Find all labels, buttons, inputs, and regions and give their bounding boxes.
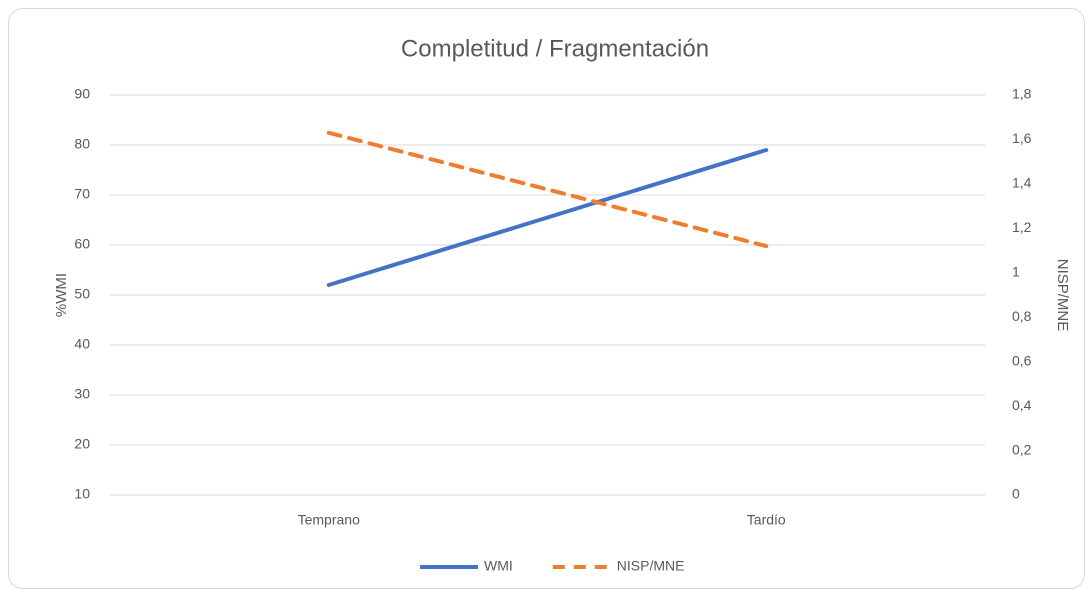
data-line bbox=[326, 148, 769, 287]
legend-label: NISP/MNE bbox=[617, 558, 685, 574]
y-tick-label: 80 bbox=[74, 136, 90, 152]
y2-tick-label: 1,6 bbox=[1012, 130, 1032, 146]
y2-tick-label: 0,2 bbox=[1012, 441, 1032, 457]
y-tick-label: 50 bbox=[74, 286, 90, 302]
y-axis-label: %WMI bbox=[53, 273, 70, 317]
x-tick-label: Temprano bbox=[298, 512, 360, 528]
y-tick-label: 10 bbox=[74, 486, 90, 502]
y2-axis-label: NISP/MNE bbox=[1054, 259, 1071, 332]
data-line bbox=[326, 130, 769, 249]
y-tick-label: 70 bbox=[74, 186, 90, 202]
y-tick-label: 20 bbox=[74, 436, 90, 452]
y2-tick-label: 0 bbox=[1012, 486, 1020, 502]
y2-tick-label: 1,4 bbox=[1012, 175, 1032, 191]
y2-tick-label: 0,8 bbox=[1012, 308, 1032, 324]
chart-title: Completitud / Fragmentación bbox=[401, 35, 709, 62]
chart-frame bbox=[8, 8, 1085, 589]
y2-tick-label: 1,2 bbox=[1012, 219, 1032, 235]
legend-label: WMI bbox=[484, 558, 513, 574]
y-tick-label: 90 bbox=[74, 86, 90, 102]
y2-tick-label: 0,6 bbox=[1012, 352, 1032, 368]
y-tick-label: 40 bbox=[74, 336, 90, 352]
y2-tick-label: 1,8 bbox=[1012, 86, 1032, 102]
y2-tick-label: 1 bbox=[1012, 263, 1020, 279]
y-tick-label: 60 bbox=[74, 236, 90, 252]
x-tick-label: Tardío bbox=[747, 512, 786, 528]
y2-tick-label: 0,4 bbox=[1012, 397, 1032, 413]
y-tick-label: 30 bbox=[74, 386, 90, 402]
